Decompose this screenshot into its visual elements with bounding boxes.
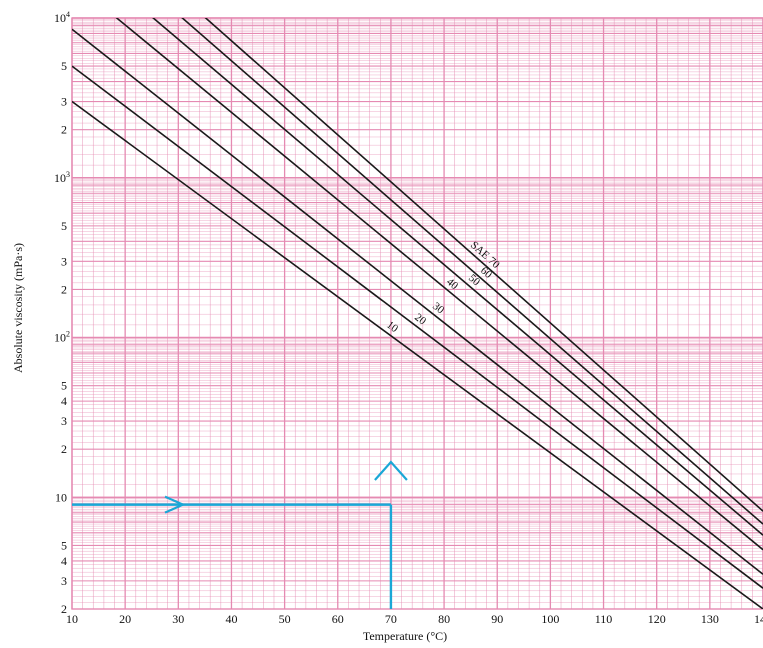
x-tick-label: 100 [541, 612, 559, 626]
viscosity-curves [72, 18, 763, 609]
y-tick-label: 2 [61, 602, 67, 616]
y-tick-label: 5 [61, 219, 67, 233]
y-tick-label: 3 [61, 95, 67, 109]
y-tick-label: 104 [54, 10, 70, 25]
viscosity-line-70 [204, 18, 763, 512]
y-tick-label: 3 [61, 254, 67, 268]
y-tick-label: 2 [61, 442, 67, 456]
x-tick-label: 110 [595, 612, 613, 626]
viscosity-line-40 [115, 18, 763, 551]
viscosity-line-20 [72, 65, 763, 589]
up-arrow-chevron [374, 460, 408, 481]
y-tick-label: 4 [61, 554, 67, 568]
viscosity-line-30 [72, 28, 763, 575]
y-axis-title: Absolute viscosity (mPa·s) [11, 243, 25, 373]
y-tick-label: 102 [54, 330, 70, 345]
x-tick-label: 30 [172, 612, 184, 626]
grid [71, 17, 763, 610]
x-tick-label: 20 [119, 612, 131, 626]
viscosity-line-50 [152, 18, 763, 536]
viscosity-line-10 [72, 100, 763, 609]
y-tick-label: 4 [61, 394, 67, 408]
x-tick-label: 120 [648, 612, 666, 626]
y-tick-label: 5 [61, 59, 67, 73]
y-tick-label: 3 [61, 414, 67, 428]
x-tick-labels: 10 20 30 40 50 60 70 80 90 100 110 120 130 140 [66, 612, 763, 626]
y-tick-label: 10 [55, 490, 67, 504]
plot-frame [71, 17, 763, 610]
x-tick-label: 130 [701, 612, 719, 626]
y-tick-label: 2 [61, 282, 67, 296]
y-tick-label: 5 [61, 538, 67, 552]
x-tick-label: 90 [491, 612, 503, 626]
x-tick-label: 10 [66, 612, 78, 626]
y-tick-label: 3 [61, 574, 67, 588]
example-lookup-path [72, 460, 408, 609]
x-tick-label: 40 [225, 612, 237, 626]
x-tick-label: 50 [279, 612, 291, 626]
x-tick-label: 70 [385, 612, 397, 626]
y-tick-label: 5 [61, 379, 67, 393]
x-tick-label: 140 [754, 612, 763, 626]
y-tick-label: 2 [61, 123, 67, 137]
viscosity-line-60 [181, 18, 763, 525]
right-arrow-chevron [164, 495, 186, 514]
x-axis-title: Temperature (°C) [363, 629, 447, 643]
x-tick-label: 80 [438, 612, 450, 626]
y-tick-label: 103 [54, 170, 70, 185]
x-tick-label: 60 [332, 612, 344, 626]
